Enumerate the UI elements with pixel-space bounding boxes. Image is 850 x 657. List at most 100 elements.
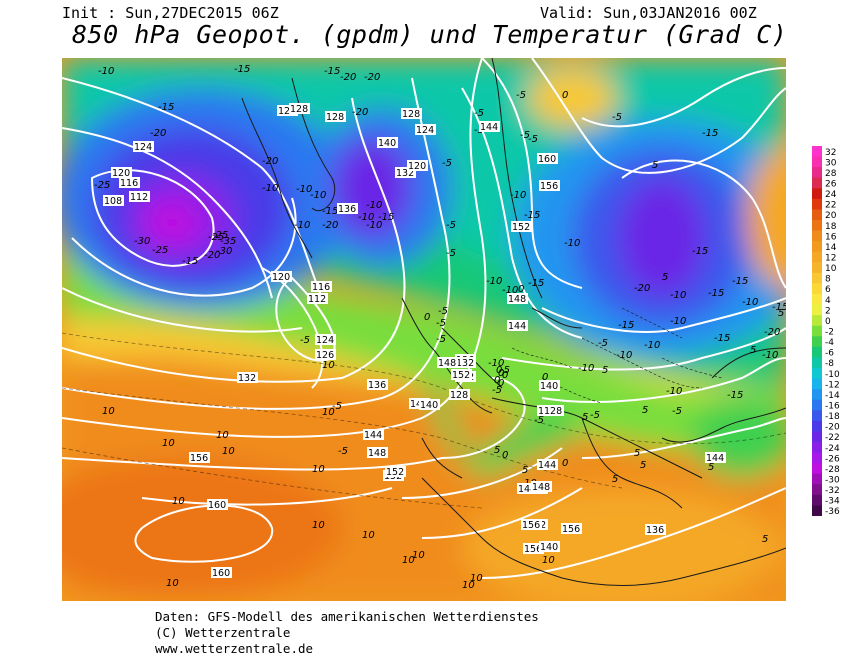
temperature-label: -20	[352, 107, 368, 118]
temperature-label: -10	[488, 358, 504, 369]
geopotential-label-box	[543, 405, 564, 416]
temperature-label: -15	[324, 66, 340, 77]
legend-swatch	[812, 220, 822, 232]
legend-level-label: 14	[825, 243, 837, 253]
temperature-label: 10	[322, 360, 335, 371]
temperature-label: 5	[582, 412, 588, 423]
temperature-label: 10	[162, 438, 175, 449]
geopotential-label-box	[517, 483, 538, 494]
legend-swatch	[812, 378, 822, 390]
geopotential-label-box	[337, 203, 358, 214]
temperature-label: -10	[578, 363, 594, 374]
geopotential-label: 156	[522, 520, 540, 531]
legend-level-label: -14	[825, 391, 840, 401]
temperature-label: 5	[494, 445, 500, 456]
legend-swatch	[812, 198, 822, 210]
temperature-label: -5	[474, 125, 484, 136]
legend-level-label: -10	[825, 370, 840, 380]
geopotential-label: 140	[420, 400, 438, 411]
geopotential-label-box	[129, 191, 150, 202]
temperature-label: 5	[602, 365, 608, 376]
legend-swatch	[812, 294, 822, 306]
legend-level-label: -12	[825, 380, 840, 390]
geopotential-label-box	[377, 137, 398, 148]
temperature-label: 0	[562, 90, 568, 101]
legend-swatch	[812, 431, 822, 443]
temperature-label: 5	[634, 448, 640, 459]
legend-level-label: -2	[825, 328, 834, 338]
temperature-label: -5	[300, 335, 310, 346]
geopotential-label: 148	[368, 448, 386, 459]
geopotential-label-box	[419, 399, 440, 410]
temperature-label: -5	[492, 385, 502, 396]
geopotential-label-box	[111, 167, 132, 178]
geopotential-label-box	[311, 281, 332, 292]
temperature-label: -25	[94, 180, 110, 191]
temperature-label: -10	[358, 212, 374, 223]
temperature-label: 10	[412, 550, 425, 561]
geopotential-label: 120	[408, 161, 426, 172]
temperature-label: -15	[158, 102, 174, 113]
legend-level-label: -30	[825, 476, 840, 486]
geopotential-label: 128	[402, 109, 420, 120]
geopotential-label-box	[537, 153, 558, 164]
geopotential-label: 156	[540, 181, 558, 192]
legend-level-label: 22	[825, 201, 836, 211]
geopotential-label: 144	[518, 484, 536, 495]
legend-level-label: 30	[825, 158, 837, 168]
geopotential-label-box	[189, 452, 210, 463]
temperature-label: 0	[562, 458, 568, 469]
legend-level-label: 20	[825, 211, 837, 221]
geopotential-label-box	[507, 293, 528, 304]
geopotential-label-box	[211, 567, 232, 578]
temperature-label: -20	[634, 283, 650, 294]
temperature-label: 10	[312, 520, 325, 531]
temperature-label: 0	[502, 370, 508, 381]
geopotential-label: 116	[312, 282, 330, 293]
temperature-label: -5	[612, 112, 622, 123]
geopotential-label: 128	[450, 390, 468, 401]
temperature-label: -15	[322, 206, 338, 217]
geopotential-label: 140	[540, 542, 558, 553]
geopotential-label: 124	[278, 106, 296, 117]
geopotential-label-box	[363, 429, 384, 440]
geopotential-label-box	[449, 389, 470, 400]
geopotential-label: 144	[706, 453, 724, 464]
geopotential-label-box	[315, 349, 336, 360]
legend-level-label: 24	[825, 190, 837, 200]
geopotential-label-box	[119, 177, 140, 188]
temperature-label: -30	[134, 236, 150, 247]
temperature-label: 10	[166, 578, 179, 589]
geopotential-label-box	[511, 221, 532, 232]
temperature-label: -15	[702, 128, 718, 139]
geopotential-label: 144	[364, 430, 382, 441]
temperature-label: -20	[150, 128, 166, 139]
geopotential-label: 120	[272, 272, 290, 283]
geopotential-label-box	[395, 167, 416, 178]
geopotential-label-box	[507, 320, 528, 331]
temperature-isotherms	[62, 332, 786, 509]
geopotential-label-box	[539, 541, 560, 552]
temperature-label: -15	[234, 64, 250, 75]
geopotential-label: 160	[538, 154, 556, 165]
temperature-label: 5	[522, 465, 528, 476]
temperature-label: 10	[102, 406, 115, 417]
temperature-label: 10	[362, 530, 375, 541]
legend-swatch	[812, 484, 822, 496]
geopotential-label: 124	[416, 125, 434, 136]
geopotential-label: 144	[480, 122, 498, 133]
legend-swatch	[812, 283, 822, 295]
footer-website[interactable]: www.wetterzentrale.de	[155, 641, 314, 656]
temperature-label: -10	[296, 184, 312, 195]
geopotential-label-box	[415, 124, 436, 135]
temperature-label: -5	[534, 415, 544, 426]
geopotential-label: 152	[512, 222, 530, 233]
temperature-label: -5	[338, 446, 348, 457]
geopotential-label: 144	[508, 321, 526, 332]
valid-time: Valid: Sun,03JAN2016 00Z	[540, 4, 757, 22]
legend-level-label: -8	[825, 359, 834, 369]
legend-level-label: 2	[825, 306, 831, 316]
temperature-label: -15	[378, 212, 394, 223]
legend-swatch	[812, 146, 822, 158]
geopotential-label: 148	[438, 358, 456, 369]
